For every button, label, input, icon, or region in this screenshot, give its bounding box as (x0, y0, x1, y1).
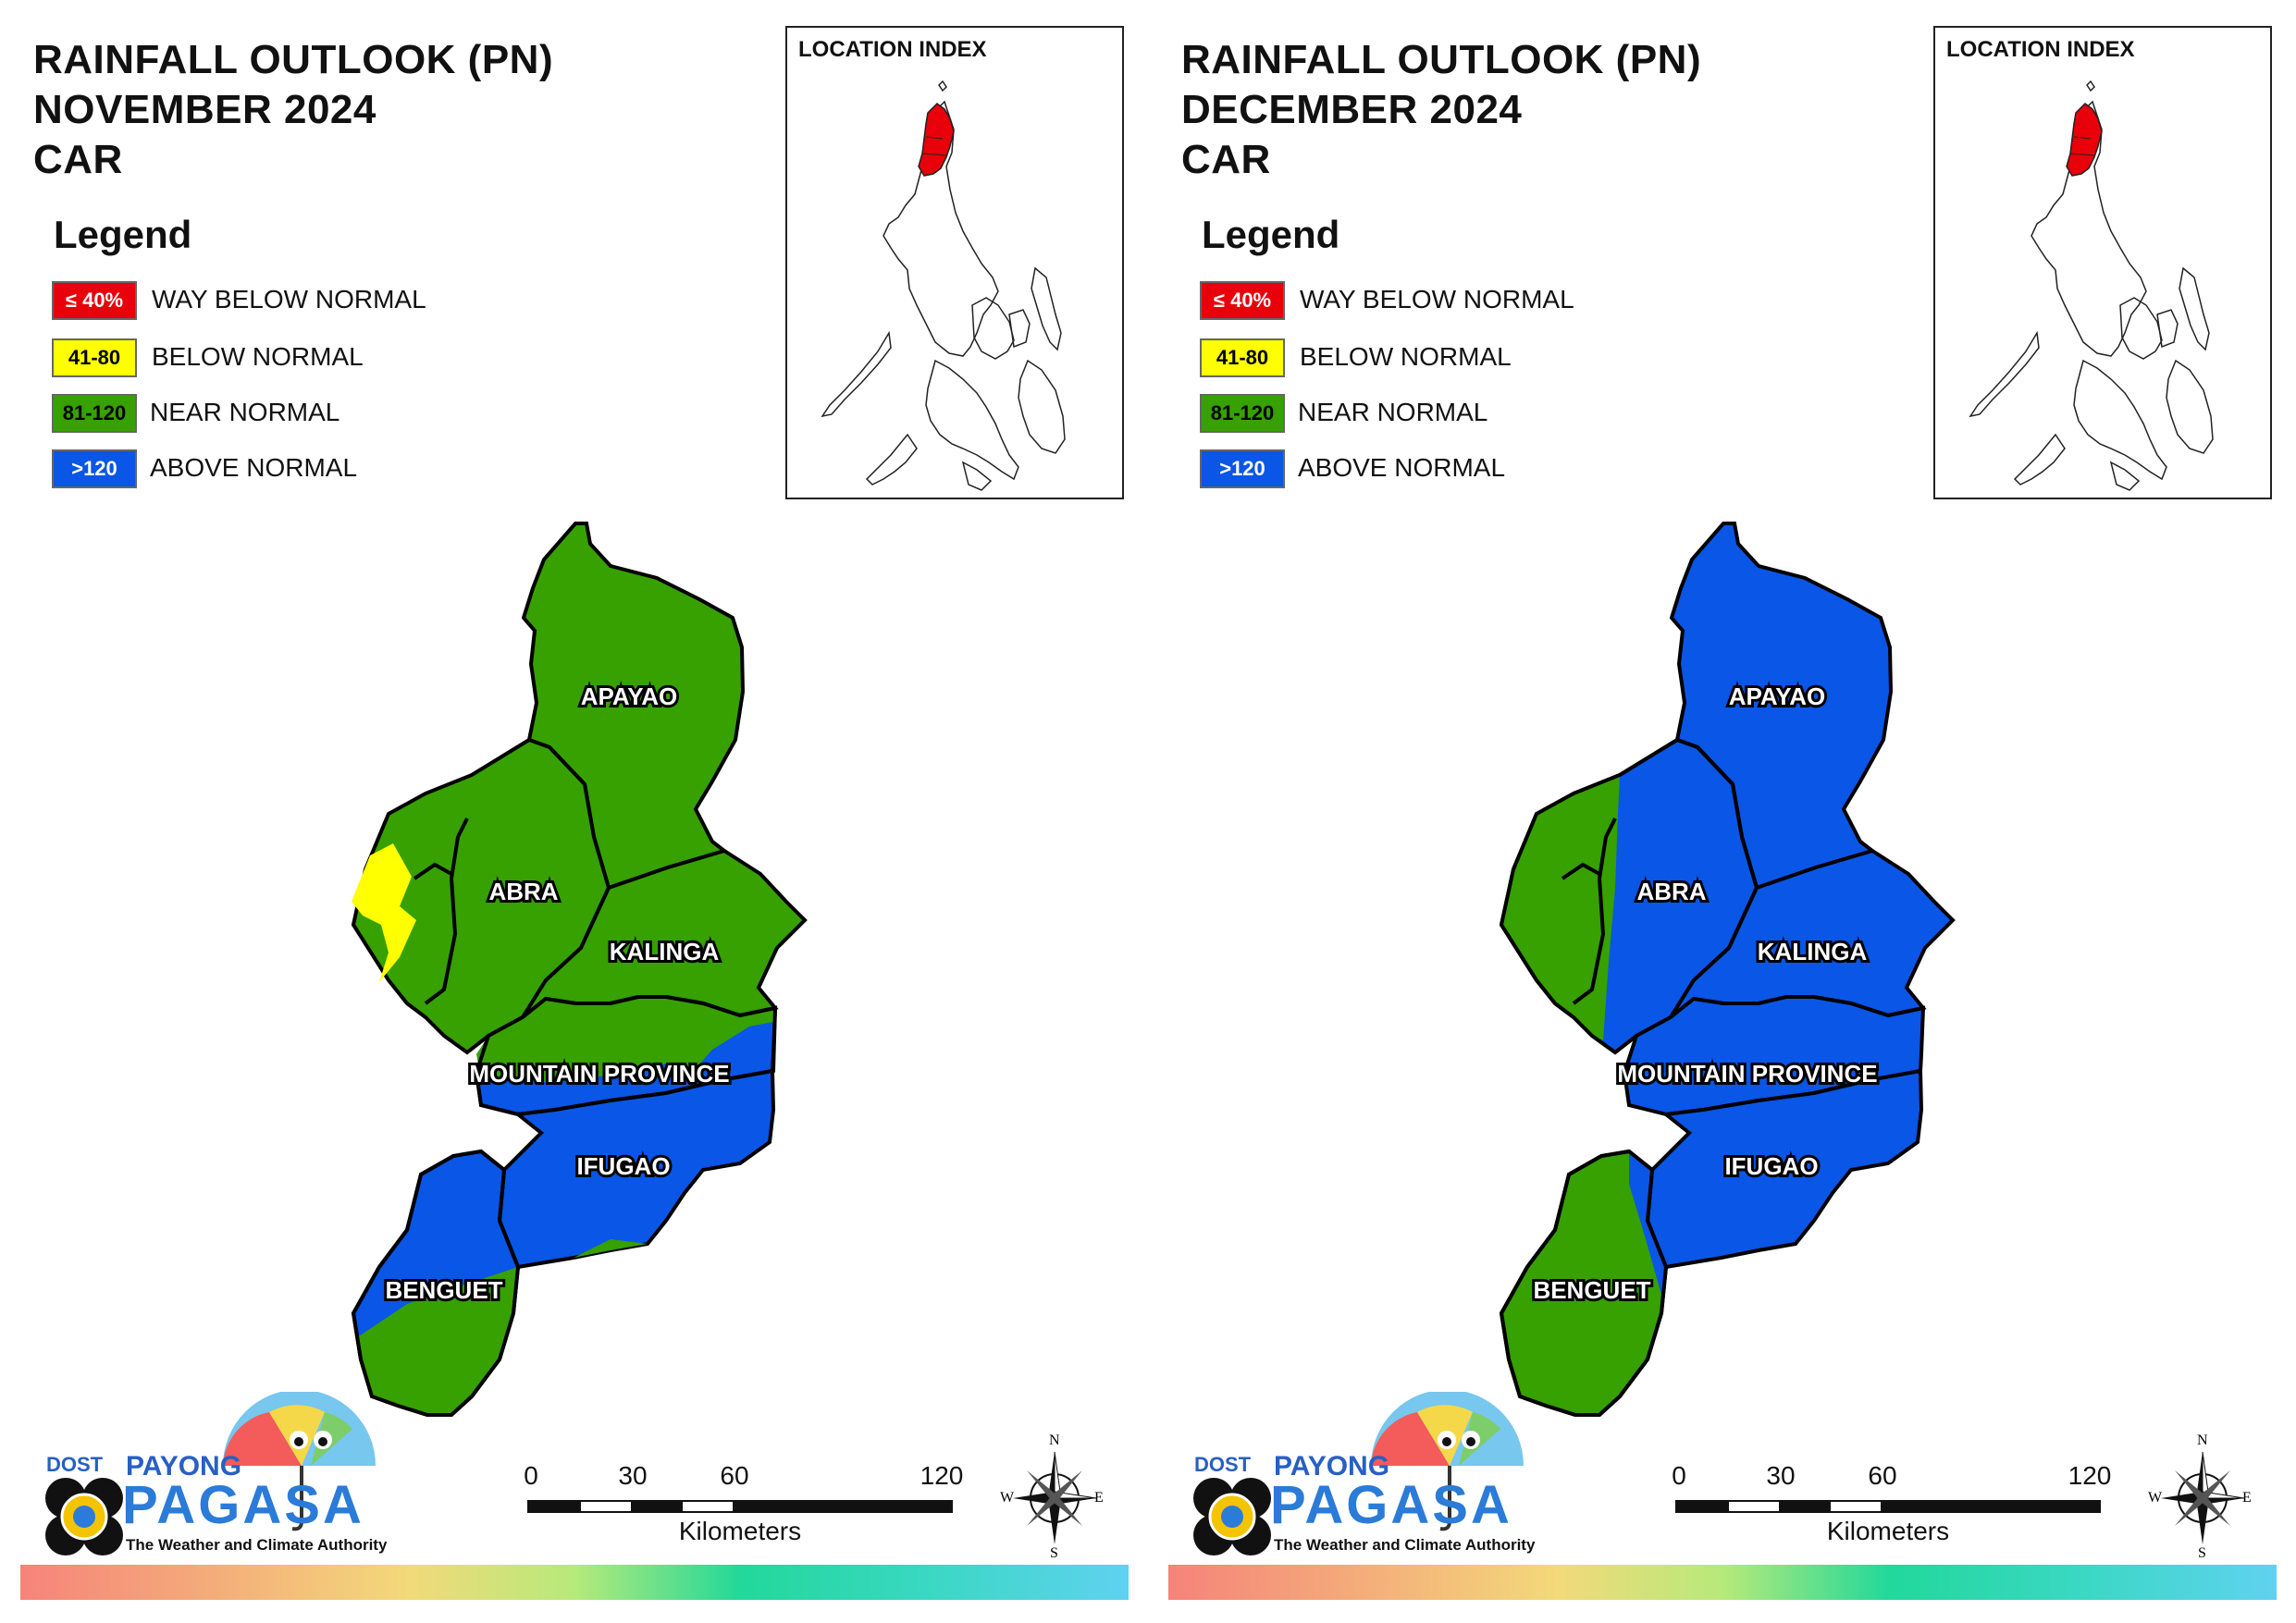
legend-swatch: 41-80 (52, 338, 137, 377)
legend-swatch: 81-120 (52, 394, 137, 433)
logo-tagline: The Weather and Climate Authority (1274, 1536, 1536, 1554)
scale-tick: 0 (1672, 1461, 1686, 1490)
legend-label: NEAR NORMAL (150, 398, 340, 426)
label-mountain-province: MOUNTAIN PROVINCE (469, 1060, 729, 1088)
north-arrow: N S E W (2148, 1432, 2253, 1561)
mountain-province-near-normal-zone (476, 997, 775, 1082)
abra-near-normal-zone (1501, 775, 1620, 1040)
logo-dost: DOST (46, 1453, 104, 1476)
logo-pagasa: PAGASA (1270, 1475, 1512, 1535)
legend-label: BELOW NORMAL (152, 342, 364, 371)
logo-tagline: The Weather and Climate Authority (126, 1536, 388, 1554)
logo-payong: PAYONG (1274, 1451, 1390, 1482)
legend-label: ABOVE NORMAL (150, 453, 358, 482)
scale-tick: 60 (720, 1461, 749, 1490)
title-line-3: CAR (1181, 137, 1271, 182)
compass-w: W (1000, 1490, 1015, 1506)
compass-e: E (1094, 1490, 1104, 1506)
label-mountain-province: MOUNTAIN PROVINCE (1617, 1060, 1877, 1088)
compass-n: N (2197, 1432, 2208, 1448)
label-kalinga: KALINGA (1758, 938, 1868, 965)
panel-december: RAINFALL OUTLOOK (PN) DECEMBER 2024 CAR … (1148, 0, 2296, 1623)
pagasa-logo: DOST PAYONG PAGASA The Weather and Clima… (33, 1389, 394, 1558)
scale-bar-graphic (527, 1500, 953, 1513)
scale-tick: 60 (1868, 1461, 1897, 1490)
legend-label: WAY BELOW NORMAL (152, 285, 426, 314)
scale-bar: 0 30 60 120 Kilometers (518, 1461, 999, 1554)
compass-e: E (2242, 1490, 2252, 1506)
abra-below-normal-zone (352, 843, 416, 982)
north-arrow: N S E W (1000, 1432, 1105, 1561)
label-abra: ABRA (488, 878, 558, 905)
compass-n: N (1049, 1432, 1060, 1448)
philippines-outline-map (821, 80, 1066, 491)
car-highlight (2066, 103, 2103, 177)
title-line-2: DECEMBER 2024 (1181, 87, 1523, 132)
legend-swatch: 41-80 (1200, 338, 1285, 377)
scale-unit: Kilometers (1826, 1517, 1950, 1545)
decorative-gradient-bar (20, 1565, 1129, 1600)
legend-swatch: >120 (52, 449, 137, 488)
scale-tick: 120 (2068, 1461, 2112, 1490)
location-index-inset: LOCATION INDEX (1933, 26, 2272, 499)
map-title: RAINFALL OUTLOOK (PN) NOVEMBER 2024 CAR (33, 35, 553, 185)
pagasa-logo: DOST PAYONG PAGASA The Weather and Clima… (1181, 1389, 1542, 1558)
legend-title: Legend (54, 213, 192, 256)
scale-tick: 120 (920, 1461, 964, 1490)
legend-swatch: >120 (1200, 449, 1285, 488)
logo-payong: PAYONG (126, 1451, 242, 1482)
map-title: RAINFALL OUTLOOK (PN) DECEMBER 2024 CAR (1181, 35, 1701, 185)
province-abra (351, 737, 611, 1055)
panel-november: RAINFALL OUTLOOK (PN) NOVEMBER 2024 CAR … (20, 26, 1129, 1600)
logo-pagasa: PAGASA (122, 1475, 364, 1535)
inset-title: LOCATION INDEX (798, 37, 987, 62)
legend-label: NEAR NORMAL (1298, 398, 1488, 426)
scale-tick: 30 (1766, 1461, 1796, 1490)
car-rainfall-map: APAYAO ABRA KALINGA MOUNTAIN PROVINCE IF… (1499, 522, 1956, 1417)
logo-dost: DOST (1194, 1453, 1252, 1476)
scale-tick: 0 (524, 1461, 538, 1490)
benguet-near-normal-zone (359, 1267, 518, 1415)
legend: Legend ≤ 40% WAY BELOW NORMAL 41-80 BELO… (52, 213, 755, 509)
legend-label: WAY BELOW NORMAL (1300, 285, 1574, 314)
scale-bar-graphic (1675, 1500, 2101, 1513)
legend-swatch: 81-120 (1200, 394, 1285, 433)
label-apayao: APAYAO (581, 682, 678, 710)
title-line-1: RAINFALL OUTLOOK (PN) (33, 37, 554, 82)
label-ifugao: IFUGAO (576, 1152, 670, 1180)
legend-label: ABOVE NORMAL (1298, 453, 1506, 482)
scale-unit: Kilometers (678, 1517, 802, 1545)
inset-title: LOCATION INDEX (1946, 37, 2135, 62)
label-benguet: BENGUET (385, 1276, 502, 1304)
scale-tick: 30 (618, 1461, 648, 1490)
compass-s: S (1050, 1545, 1058, 1561)
label-kalinga: KALINGA (610, 938, 720, 965)
title-line-1: RAINFALL OUTLOOK (PN) (1181, 37, 1702, 82)
compass-w: W (2148, 1490, 2163, 1506)
legend-swatch: ≤ 40% (1200, 281, 1285, 320)
label-benguet: BENGUET (1533, 1276, 1650, 1304)
title-line-3: CAR (33, 137, 123, 182)
compass-s: S (2198, 1545, 2206, 1561)
title-line-2: NOVEMBER 2024 (33, 87, 376, 132)
label-ifugao: IFUGAO (1724, 1152, 1818, 1180)
legend-title: Legend (1202, 213, 1340, 256)
car-highlight (918, 103, 955, 177)
label-apayao: APAYAO (1729, 682, 1826, 710)
location-index-inset: LOCATION INDEX (785, 26, 1124, 499)
legend: Legend ≤ 40% WAY BELOW NORMAL 41-80 BELO… (1200, 213, 1903, 509)
label-abra: ABRA (1636, 878, 1706, 905)
scale-bar: 0 30 60 120 Kilometers (1666, 1461, 2147, 1554)
decorative-gradient-bar (1168, 1565, 2277, 1600)
car-rainfall-map: APAYAO ABRA KALINGA MOUNTAIN PROVINCE IF… (351, 522, 808, 1417)
legend-swatch: ≤ 40% (52, 281, 137, 320)
philippines-outline-map (1969, 80, 2214, 491)
legend-label: BELOW NORMAL (1300, 342, 1512, 371)
